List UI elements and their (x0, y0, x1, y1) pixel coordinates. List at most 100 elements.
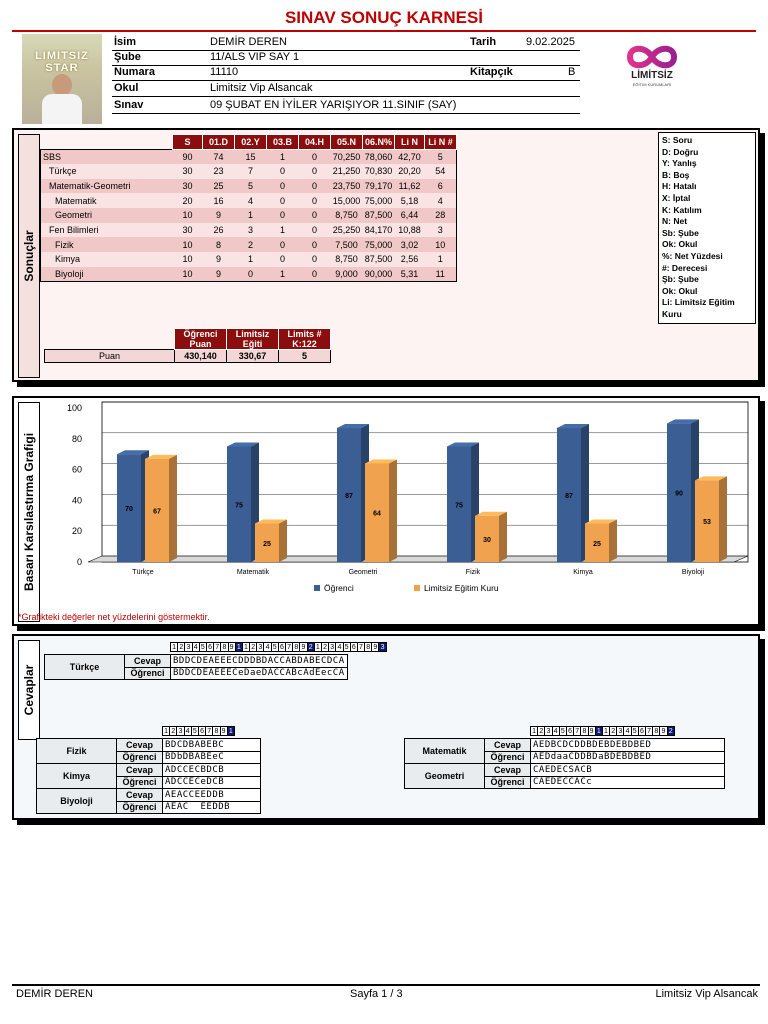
chart-svg: 0 20 40 60 80 100 70 67 Türkçe 75 25 Matematik 87 64 G… (67, 401, 749, 593)
legend-swatch (314, 585, 320, 591)
bar-top (585, 519, 617, 524)
answers-turkce: Türkçe Cevap BDDCDEAEEECDDDBDACCABDABECD… (44, 654, 348, 680)
bar-value-label: 25 (263, 541, 271, 548)
bar-limitsiz-eğitim-kuru (585, 523, 609, 562)
results-cell: 78,060 (362, 149, 395, 164)
score-rank: 5 (278, 349, 331, 363)
results-cell: 0 (298, 207, 331, 223)
legend-entry: #: Derecesi (662, 262, 708, 273)
results-row: Matematik-Geometri 30 25 5 0 0 23,750 79,170 11,… (40, 178, 457, 194)
cevap-label: Cevap (124, 654, 171, 668)
results-cell: 84,170 (362, 222, 395, 238)
question-number: 3 (378, 642, 387, 652)
results-cell: 0 (298, 178, 331, 194)
legend-entry: S: Soru (662, 135, 693, 145)
ogrenci-label: Öğrenci (124, 666, 171, 680)
results-cell: 0 (266, 207, 299, 223)
student-answers-geometri: CAEDECCACc (530, 775, 725, 789)
results-row: Matematik 20 16 4 0 0 15,000 75,000 5,18 4 (40, 193, 457, 208)
results-row: Fen Bilimleri 30 26 3 1 0 25,250 84,170 10,88 3 (40, 222, 457, 238)
results-row-name: Matematik (40, 193, 173, 208)
results-cell: 16 (202, 193, 235, 208)
question-number: 2 (666, 726, 675, 736)
legend-entry: Ok: Okul (662, 239, 698, 250)
answers-side-label: Cevaplar (18, 640, 40, 740)
y-tick-label: 20 (72, 526, 82, 536)
numara-value: 11110 (210, 66, 239, 78)
results-row-name: Biyoloji (40, 266, 173, 282)
results-cell: 10 (172, 237, 203, 252)
y-tick-label: 0 (77, 557, 82, 567)
results-header: 04.H (298, 134, 331, 150)
photo-caption: LIMITSIZ STAR (35, 50, 89, 74)
results-row: Fizik 10 8 2 0 0 7,500 75,000 3,02 10 (40, 237, 457, 252)
results-row-name: Geometri (40, 207, 173, 223)
results-cell: 10 (424, 237, 457, 252)
bar-value-label: 64 (373, 511, 381, 518)
legend-entry: N: Net (662, 216, 688, 227)
abbreviation-legend: S: Soru D: Doğru Y: Yanlış B: Boş H: Hatalı X… (658, 132, 756, 324)
subject-turkce: Türkçe (44, 654, 125, 680)
student-answers-matematik: AEDdaaCDDBDaBDEBDBED (530, 750, 725, 764)
results-row-name: Kimya (40, 252, 173, 267)
results-cell: 21,250 (330, 163, 363, 179)
results-cell: 0 (266, 252, 299, 267)
bar-top (145, 454, 177, 459)
bar-öğrenci (667, 423, 691, 562)
bar-top (227, 442, 259, 447)
bar-value-label: 87 (565, 493, 573, 500)
bar-side (609, 519, 617, 562)
bar-top (365, 459, 397, 464)
bar-top (695, 476, 727, 481)
results-cell: 0 (266, 237, 299, 252)
y-tick-label: 60 (72, 465, 82, 475)
results-cell: 0 (298, 222, 331, 238)
info-row-sube: Şube 11/ALS VIP SAY 1 (112, 50, 580, 66)
legend-entry: B: Boş (662, 169, 690, 180)
score-table: Öğrenci Puan Limitsiz Eğiti Limits # K:122 … (44, 328, 331, 363)
x-category-label: Kimya (573, 569, 593, 576)
results-row: SBS 90 74 15 1 0 70,250 78,060 42,70 5 (40, 149, 457, 164)
bar-top (447, 442, 479, 447)
kitapcik-value: B (568, 66, 576, 78)
bar-side (719, 476, 727, 562)
chart-side-label: Basarı Karsılastırma Grafigi (18, 402, 40, 622)
brand-logo: LİMİTSİZ EĞİTİM KURUMLARI (620, 42, 684, 92)
results-side-label: Sonuçlar (18, 134, 40, 378)
results-cell: 15 (234, 149, 267, 164)
y-tick-label: 80 (72, 434, 82, 444)
isim-label: İsim (114, 36, 137, 48)
score-student: 430,140 (174, 349, 227, 363)
results-cell: 8,750 (330, 252, 363, 267)
results-cell: 2 (234, 237, 267, 252)
results-cell: 9,000 (330, 266, 363, 282)
bar-value-label: 67 (153, 508, 161, 515)
answer-key-matematik: AEDBCDCDDBDEBDEBDBED (530, 738, 725, 752)
x-category-label: Türkçe (132, 569, 154, 576)
ogrenci-label: Öğrenci (116, 800, 163, 814)
results-row-name: SBS (40, 149, 173, 164)
bar-limitsiz-eğitim-kuru (475, 515, 499, 562)
results-cell: 9 (202, 207, 235, 223)
bar-top (255, 519, 287, 524)
bar-value-label: 70 (125, 506, 133, 513)
results-cell: 5 (234, 178, 267, 194)
answer-key-biyoloji: AEACCEEDDB (162, 788, 261, 802)
results-row-name: Fizik (40, 237, 173, 252)
cevap-label: Cevap (484, 738, 531, 752)
results-cell: 7,500 (330, 237, 363, 252)
results-cell: 0 (298, 193, 331, 208)
results-cell: 10 (172, 266, 203, 282)
subject-fizik: Fizik (36, 738, 117, 764)
tarih-label: Tarih (470, 36, 497, 48)
bar-value-label: 87 (345, 493, 353, 500)
results-cell: 87,500 (362, 252, 395, 267)
results-row: Kimya 10 9 1 0 0 8,750 87,500 2,56 1 (40, 252, 457, 267)
results-cell: 1 (266, 149, 299, 164)
results-cell: 1 (266, 266, 299, 282)
info-row-sinav: Sınav 09 ŞUBAT EN İYİLER YARIŞIYOR 11.SI… (112, 98, 580, 114)
kitapcik-label: Kitapçık (470, 66, 513, 78)
results-header: S (172, 134, 203, 150)
bar-top (557, 424, 589, 429)
subject-kimya: Kimya (36, 763, 117, 789)
